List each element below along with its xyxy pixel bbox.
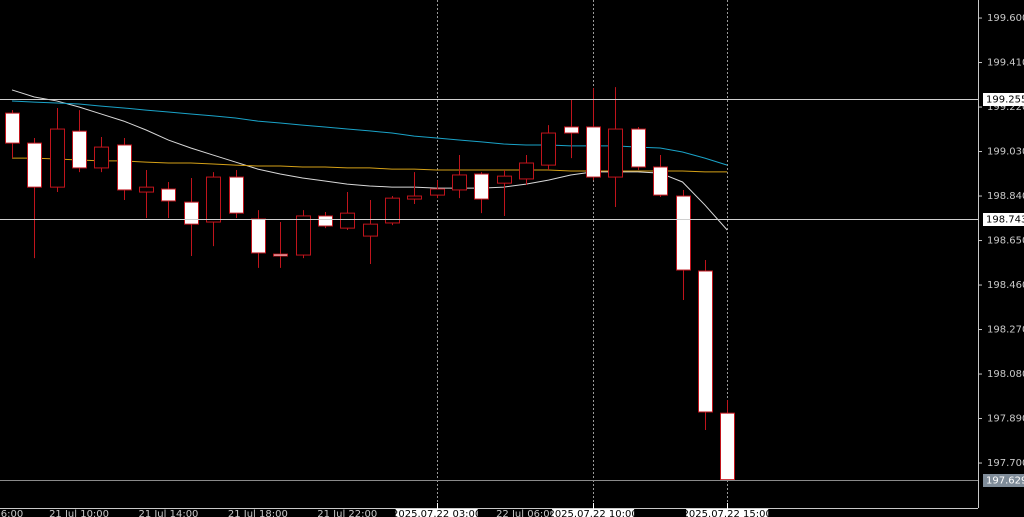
candle-body [117,144,132,191]
candle-body [318,215,333,227]
candle-body [184,201,199,225]
candle-body [5,112,20,144]
y-tick-label: 199.030 [987,147,1024,158]
price-level-box [983,93,1024,106]
candle-body [519,162,534,180]
candle-body [50,128,65,188]
candle-body [27,142,42,188]
candle-body [229,176,244,214]
candle-body [430,188,445,196]
price-level-label: 197.629 [986,476,1024,487]
candle-body [631,128,646,168]
price-level-label: 199.255 [986,95,1024,106]
candle-body [340,212,355,229]
candle-body [452,174,467,191]
x-tick-label: 21 Jul 14:00 [138,509,198,517]
y-tick-label: 198.460 [987,280,1024,291]
time-label-box [552,509,635,517]
candle-body [251,218,266,254]
y-tick-label: 197.890 [987,414,1024,425]
x-tick-label: 21 Jul 18:00 [228,509,288,517]
candle-body [273,253,288,257]
candle-body [407,195,422,200]
x-tick-label: 2025.07.22 03:00 [392,509,481,517]
candle-body [161,188,176,202]
price-level-box [983,474,1024,487]
candle-body [676,195,691,271]
x-tick-label: 22 Jul 06:00 [496,509,556,517]
candle-body [474,173,489,200]
y-tick-label: 199.220 [987,102,1024,113]
y-tick-label: 199.410 [987,58,1024,69]
candle-body [363,223,378,237]
candle-body [586,126,601,178]
candle-body [296,215,311,256]
candle-body [653,166,668,196]
candle-body [541,132,556,166]
candle-body [720,412,735,481]
price-level-box [983,213,1024,226]
candle-body [608,128,623,178]
candle-body [94,146,109,169]
time-label-box [686,509,769,517]
x-tick-label: 21 Jul 10:00 [49,509,109,517]
x-tick-label: 2025.07.22 15:00 [683,509,772,517]
x-tick-label: 6:00 [1,509,23,517]
candle-body [497,175,512,184]
y-tick-label: 198.840 [987,191,1024,202]
y-tick-label: 198.080 [987,369,1024,380]
price-level-label: 198.743 [986,215,1024,226]
candle-body [385,197,400,224]
x-tick-label: 21 Jul 22:00 [317,509,377,517]
candle-body [698,270,713,413]
candle-body [139,186,154,193]
time-label-box [395,509,478,517]
candle-body [72,130,87,169]
y-tick-label: 197.700 [987,458,1024,469]
y-tick-label: 198.650 [987,236,1024,247]
y-tick-label: 198.270 [987,325,1024,336]
candle-body [564,126,579,134]
y-tick-label: 199.600 [987,13,1024,24]
candle-body [206,176,221,223]
x-tick-label: 2025.07.22 10:00 [548,509,637,517]
